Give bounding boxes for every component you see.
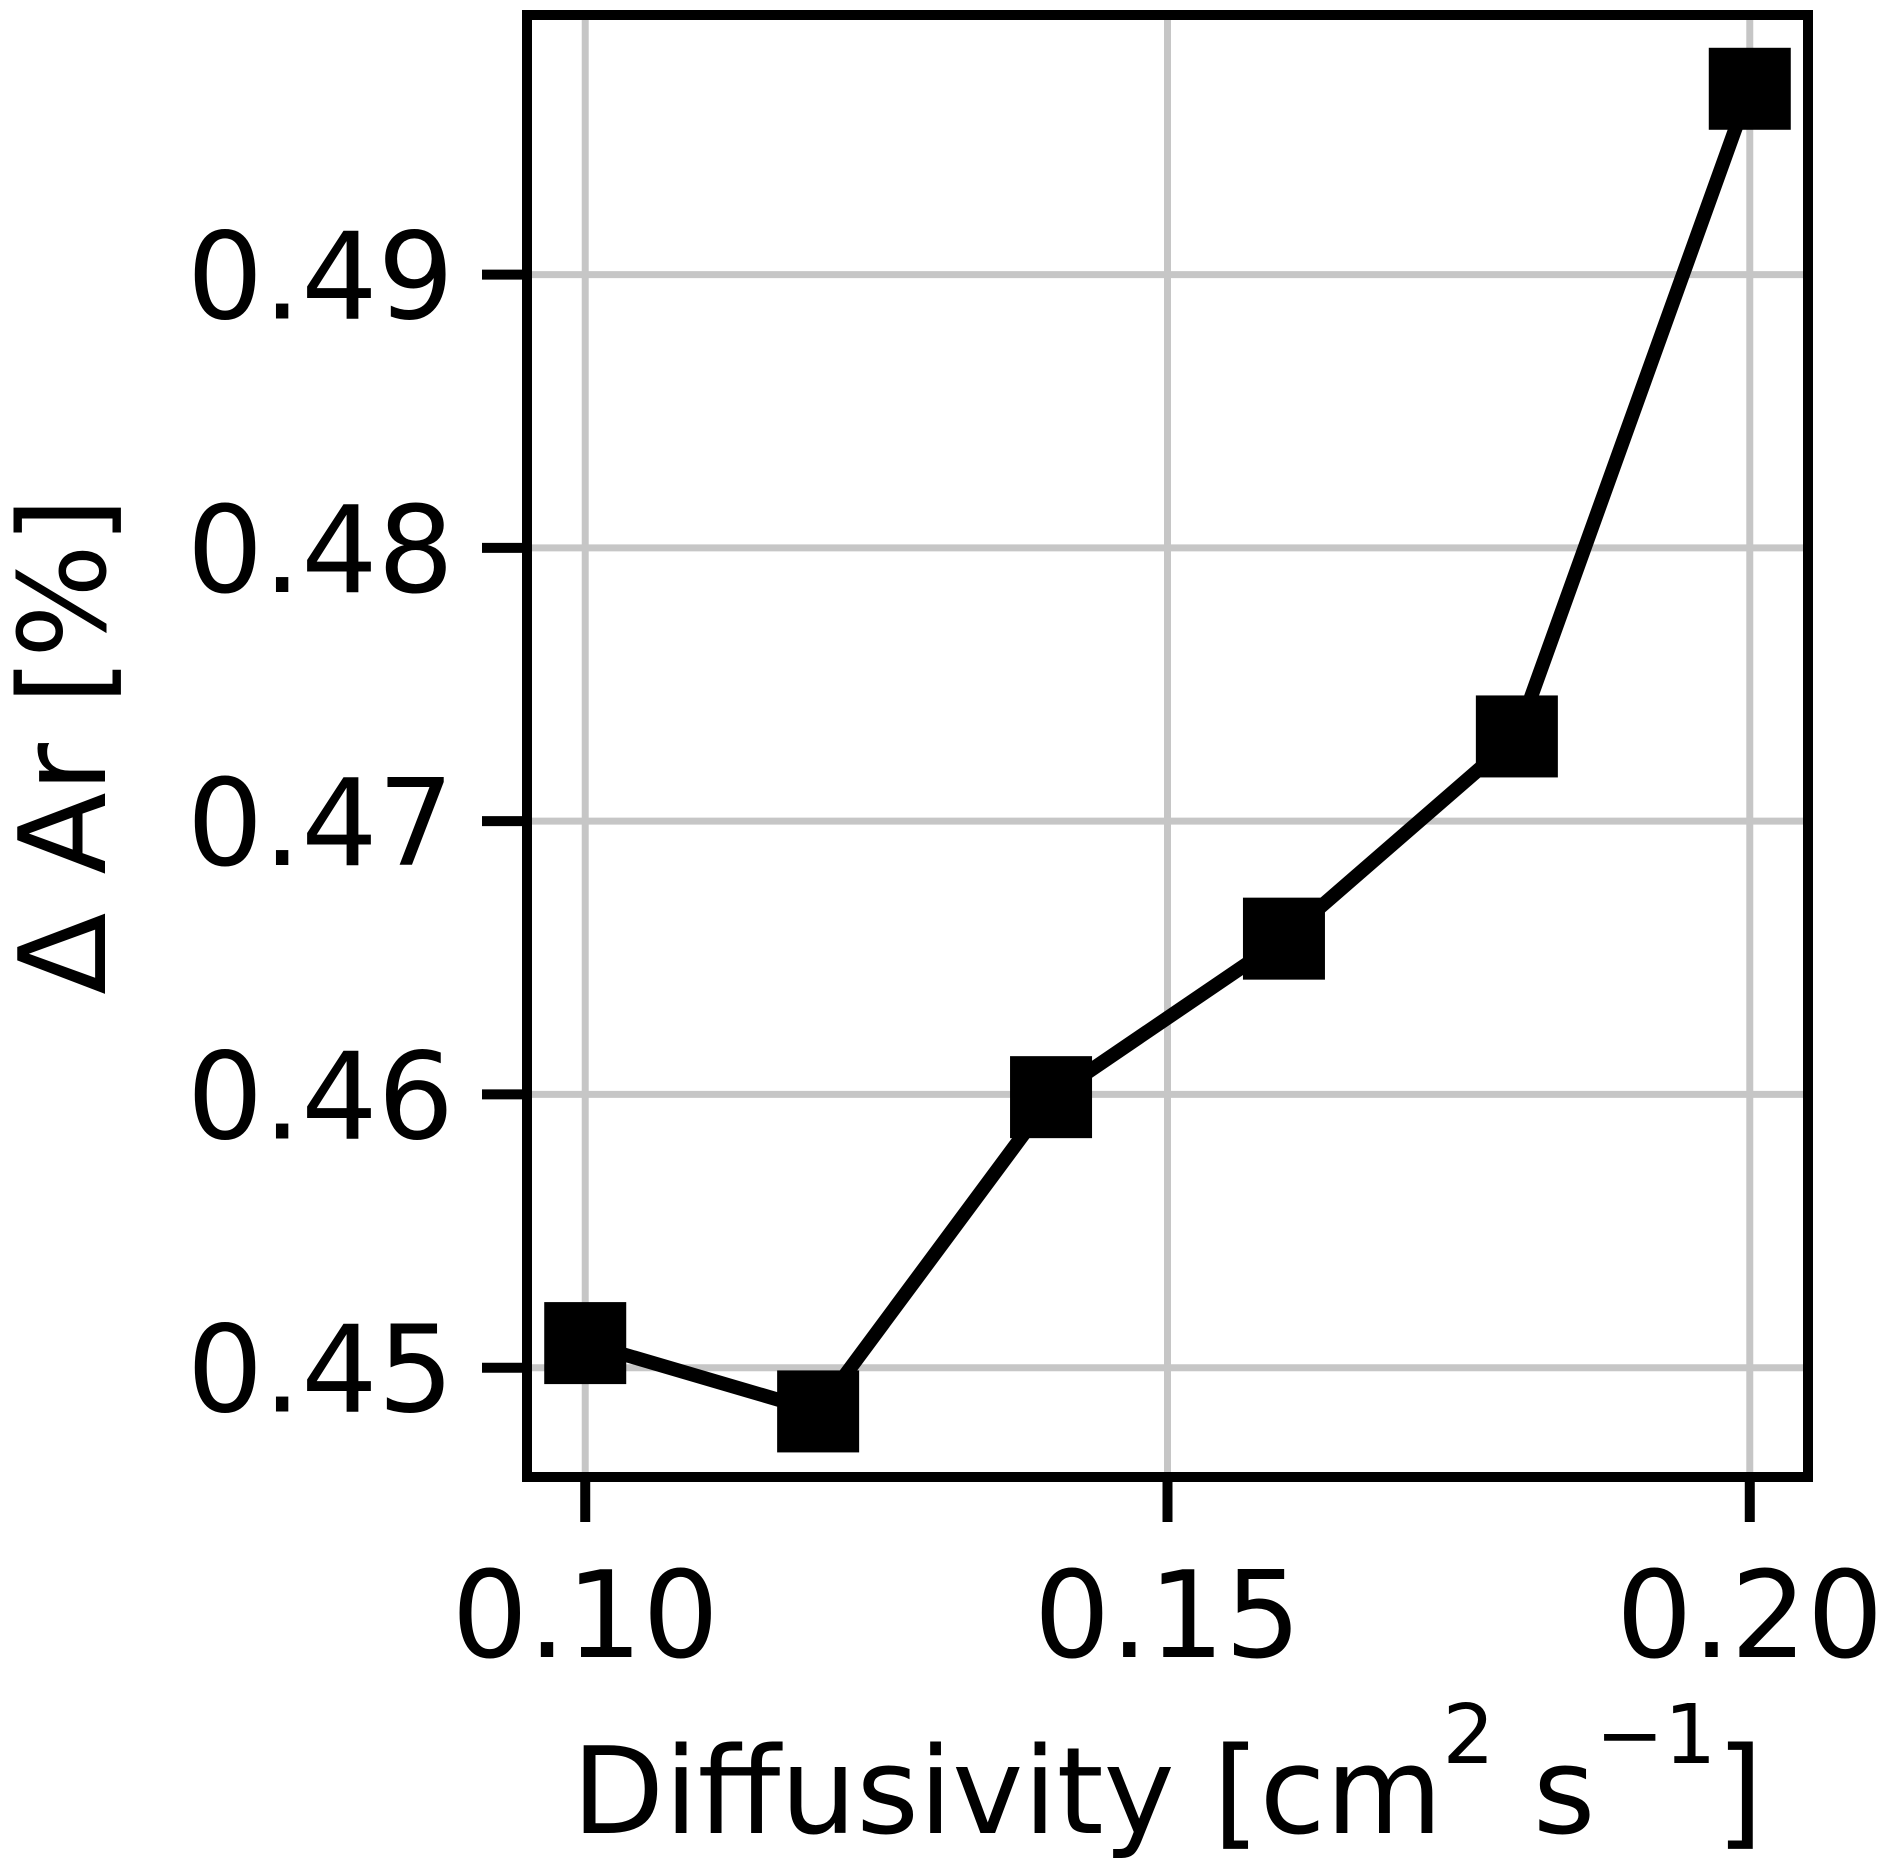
x-tick-label: 0.20 xyxy=(1616,1547,1883,1686)
y-axis-label: Δ Ar [%] xyxy=(0,497,134,994)
x-axis-label: Diffusivity [cm2 s−1] xyxy=(572,1688,1763,1862)
data-point-marker xyxy=(1010,1056,1093,1139)
axes-layer xyxy=(482,10,1813,1522)
x-tick-label: 0.15 xyxy=(1034,1547,1301,1686)
plot-border xyxy=(522,10,1813,1482)
data-point-marker xyxy=(1475,695,1558,778)
data-point-marker xyxy=(777,1370,860,1453)
data-point-marker xyxy=(1242,897,1325,980)
y-tick-label: 0.47 xyxy=(187,755,454,894)
y-tick-label: 0.48 xyxy=(187,482,454,621)
data-point-marker xyxy=(544,1302,627,1385)
data-series xyxy=(544,47,1791,1453)
x-tick-label: 0.10 xyxy=(452,1547,719,1686)
data-point-marker xyxy=(1708,47,1791,130)
y-tick-label: 0.49 xyxy=(187,209,454,348)
y-tick-label: 0.46 xyxy=(187,1028,454,1167)
grid-layer xyxy=(527,15,1808,1477)
tick-label-layer: 0.10 0.15 0.20 0.45 0.46 0.47 0.48 0.49 xyxy=(187,209,1884,1686)
y-tick-label: 0.45 xyxy=(187,1302,454,1441)
